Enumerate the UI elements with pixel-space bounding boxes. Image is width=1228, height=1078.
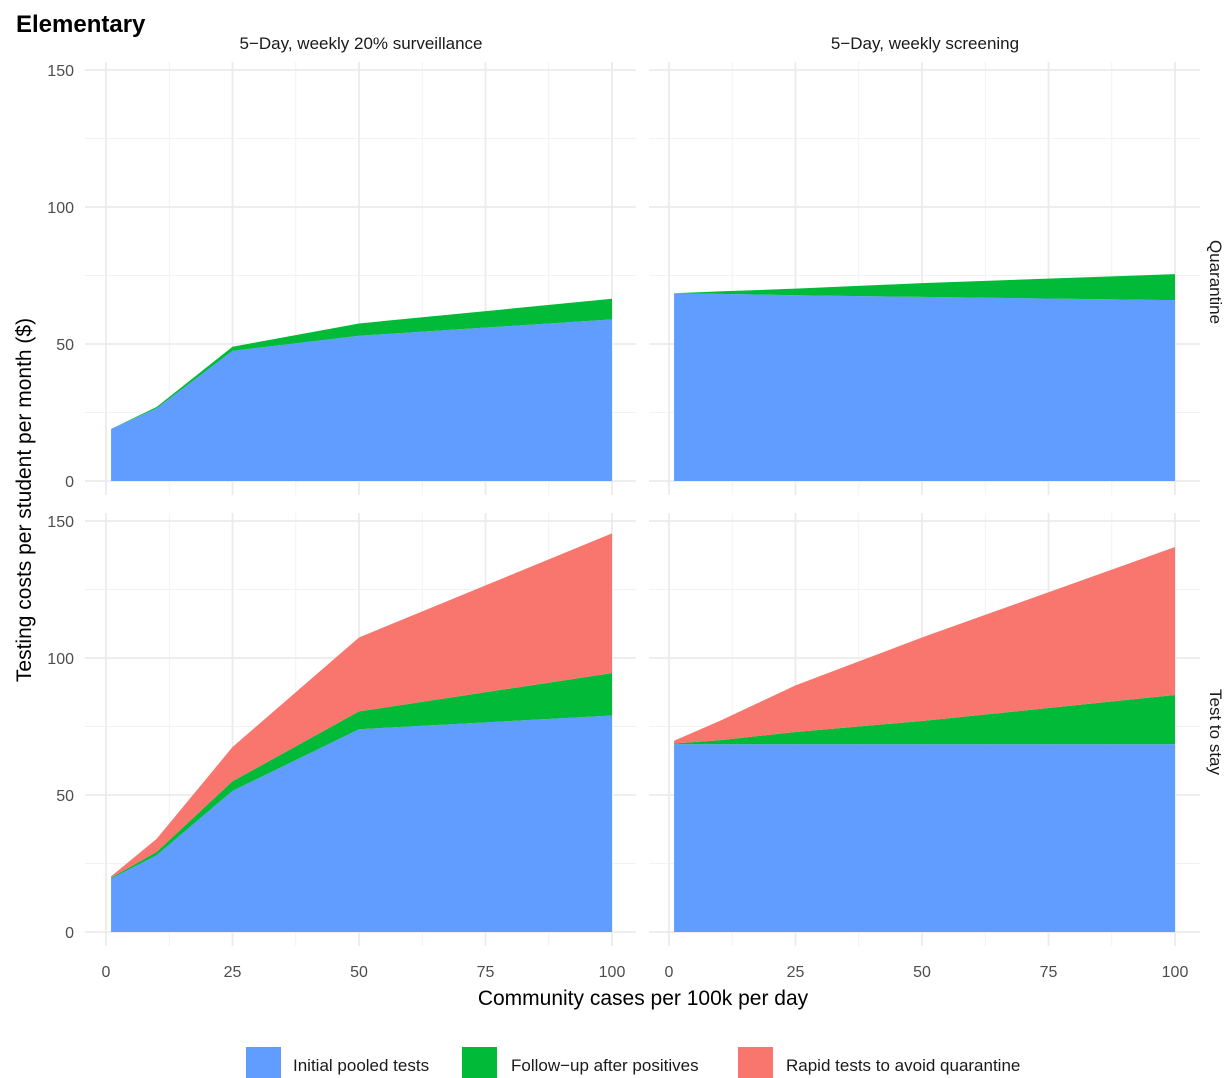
- x-tick-label: 50: [350, 964, 368, 981]
- panel-3: 0 50 100 150 0 25 50 75 100: [47, 513, 636, 981]
- panels-layer: 0 50 100 150 0 50 100 150 0 25 50 75 100 0 25 50 75 100: [47, 62, 1200, 981]
- legend-label-initial-pooled: Initial pooled tests: [293, 1056, 429, 1075]
- x-tick-label: 50: [913, 964, 931, 981]
- x-tick-label: 0: [665, 964, 674, 981]
- panel-2: [649, 62, 1200, 495]
- panel-4: 0 25 50 75 100: [649, 513, 1200, 981]
- y-tick-label: 50: [56, 788, 74, 805]
- y-tick-label: 150: [47, 514, 74, 531]
- x-axis-title: Community cases per 100k per day: [478, 987, 809, 1010]
- legend-swatch-follow-up: [462, 1047, 497, 1078]
- y-axis-title: Testing costs per student per month ($): [13, 318, 36, 682]
- legend-label-follow-up: Follow−up after positives: [511, 1056, 699, 1075]
- y-tick-label: 100: [47, 200, 74, 217]
- area-follow-up-after-positives: [111, 673, 612, 879]
- y-tick-label: 50: [56, 337, 74, 354]
- area-initial-pooled-tests: [674, 744, 1175, 932]
- legend: Initial pooled tests Follow−up after pos…: [246, 1047, 1020, 1078]
- area-initial-pooled-tests: [111, 715, 612, 932]
- legend-label-rapid-tests: Rapid tests to avoid quarantine: [786, 1056, 1020, 1075]
- x-tick-label: 75: [477, 964, 495, 981]
- x-tick-label: 100: [599, 964, 626, 981]
- area-follow-up-after-positives: [674, 694, 1175, 745]
- strip-label-row-2: Test to stay: [1206, 689, 1225, 775]
- area-rapid-tests-to-avoid-quarantine: [674, 547, 1175, 744]
- y-tick-label: 100: [47, 651, 74, 668]
- area-follow-up-after-positives: [111, 298, 612, 429]
- area-initial-pooled-tests: [111, 319, 612, 481]
- strip-label-row-1: Quarantine: [1206, 240, 1225, 324]
- x-tick-label: 25: [224, 964, 242, 981]
- area-follow-up-after-positives: [674, 274, 1175, 301]
- area-rapid-tests-to-avoid-quarantine: [111, 533, 612, 878]
- x-tick-label: 25: [787, 964, 805, 981]
- x-tick-label: 100: [1162, 964, 1189, 981]
- chart-title: Elementary: [16, 11, 146, 38]
- strip-label-col-2: 5−Day, weekly screening: [831, 34, 1019, 53]
- area-initial-pooled-tests: [674, 293, 1175, 481]
- y-tick-label: 0: [65, 474, 74, 491]
- panel-1: 0 50 100 150: [47, 62, 636, 495]
- strip-label-col-1: 5−Day, weekly 20% surveillance: [240, 34, 483, 53]
- x-tick-label: 0: [102, 964, 111, 981]
- y-tick-label: 150: [47, 63, 74, 80]
- legend-swatch-initial-pooled: [246, 1047, 281, 1078]
- y-tick-label: 0: [65, 925, 74, 942]
- legend-swatch-rapid-tests: [738, 1047, 773, 1078]
- x-tick-label: 75: [1040, 964, 1058, 981]
